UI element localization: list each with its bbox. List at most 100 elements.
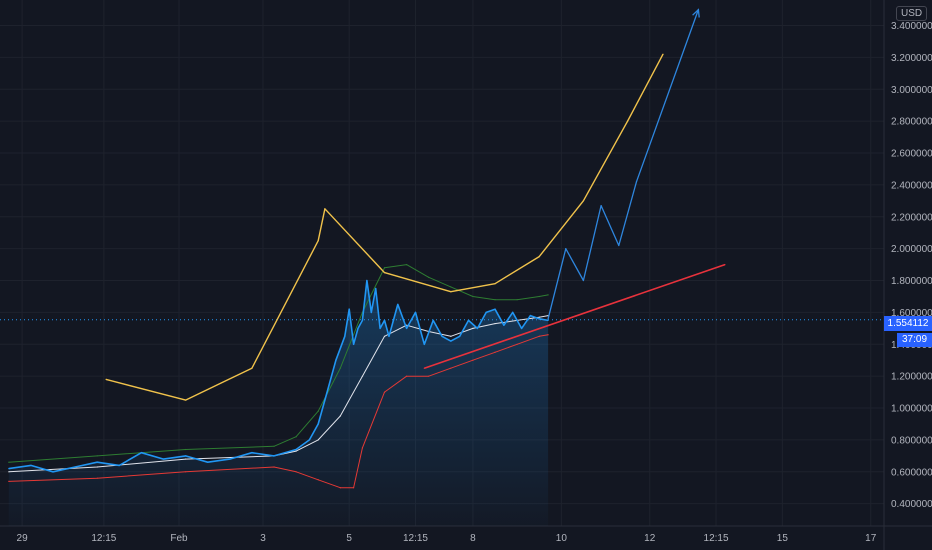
upper-band-point	[494, 299, 496, 301]
y-tick-label: 0.400000	[891, 499, 932, 510]
x-tick-label: 3	[260, 533, 266, 544]
y-tick-label: 2.600000	[891, 149, 932, 160]
price-area-fill	[8, 280, 549, 526]
upper-band-point	[8, 461, 10, 463]
price-point	[485, 311, 487, 314]
cup-curve-point	[662, 53, 664, 55]
price-point	[441, 335, 443, 337]
lower-band-point	[383, 391, 386, 393]
cup-curve-point	[494, 283, 496, 285]
lower-band-point	[8, 480, 10, 482]
y-tick-label: 2.200000	[891, 212, 932, 223]
basis-point	[538, 316, 540, 318]
lower-band-point	[450, 367, 452, 369]
upper-band-point	[317, 410, 319, 412]
upper-band-point	[472, 295, 474, 298]
basis-point	[450, 335, 452, 337]
projection-point	[582, 279, 585, 282]
price-point	[494, 308, 496, 310]
projection-point	[565, 248, 567, 250]
upper-band-point	[516, 299, 518, 301]
price-point	[185, 455, 187, 457]
y-tick-label: 3.400000	[891, 21, 932, 32]
lower-band-line	[8, 334, 549, 489]
lower-band-point	[295, 471, 297, 473]
price-point	[388, 335, 390, 337]
upper-band-point	[450, 286, 452, 288]
lower-band-point	[361, 447, 364, 449]
basis-point	[472, 327, 474, 329]
time-axis[interactable]: 29 12:15 Feb 3 5 12:15 8 10 12 12:15 15 17	[17, 533, 877, 544]
lower-band-point	[516, 343, 518, 345]
lower-band-point	[317, 479, 319, 481]
basis-point	[185, 458, 187, 460]
x-tick-label: 12:15	[91, 533, 116, 544]
upper-band-point	[428, 276, 430, 278]
cup-curve-point	[627, 120, 629, 122]
price-point	[317, 423, 319, 425]
lower-band-point	[406, 375, 408, 377]
cup-curve-point	[105, 378, 107, 380]
basis-point	[317, 439, 319, 441]
lower-band-point	[273, 466, 275, 468]
x-tick-label: 15	[777, 533, 789, 544]
y-tick-label: 1.200000	[891, 372, 932, 383]
price-point	[308, 439, 310, 441]
basis-point	[295, 450, 297, 452]
projection-point	[635, 181, 638, 183]
price-point	[361, 319, 364, 321]
trend-point	[423, 367, 425, 369]
price-point	[375, 287, 377, 290]
cup-curve-point	[450, 291, 452, 293]
price-point	[326, 391, 328, 393]
x-tick-label: 17	[865, 533, 877, 544]
price-point	[74, 466, 76, 468]
price-point	[229, 458, 231, 460]
price-point	[52, 471, 54, 473]
price-point	[383, 319, 386, 321]
upper-band-point	[383, 267, 386, 269]
x-tick-label: 10	[556, 533, 568, 544]
upper-band-point	[185, 448, 187, 451]
price-point	[344, 335, 346, 337]
price-point	[366, 279, 368, 282]
price-point	[467, 319, 470, 321]
price-area	[8, 280, 549, 526]
price-point	[432, 319, 434, 321]
y-tick-label: 2.800000	[891, 117, 932, 128]
projection-point	[600, 205, 602, 207]
price-point	[423, 343, 425, 345]
lower-band-point	[538, 335, 540, 337]
cup-curve-point	[324, 208, 326, 210]
cup-curve-point	[582, 200, 585, 202]
currency-badge[interactable]: USD	[896, 6, 928, 21]
upper-band-point	[547, 294, 549, 296]
projection-point	[618, 244, 620, 247]
price-point	[538, 318, 540, 320]
cup-curve-point	[251, 367, 253, 369]
x-tick-label: 12	[644, 533, 656, 544]
lower-band-point	[353, 487, 355, 489]
price-point	[162, 458, 165, 460]
price-point	[450, 340, 452, 342]
price-point	[370, 311, 372, 314]
x-tick-label: 12:15	[704, 533, 729, 544]
trend-point	[724, 263, 726, 266]
x-tick-label: 12:15	[403, 533, 428, 544]
cup-curve-point	[185, 399, 187, 401]
y-tick-label: 0.800000	[891, 435, 932, 446]
price-point	[8, 468, 10, 470]
y-tick-label: 3.200000	[891, 53, 932, 64]
price-point	[459, 335, 461, 337]
lower-band-point	[428, 375, 430, 377]
last-price-label: 1.554112	[884, 316, 932, 331]
price-point	[353, 343, 355, 345]
projection-arrowhead	[692, 8, 700, 18]
cup-curve-line	[105, 53, 664, 401]
basis-point	[8, 471, 10, 473]
x-tick-label: 29	[17, 533, 29, 544]
x-tick-label: 8	[470, 533, 476, 544]
y-tick-label: 3.000000	[891, 85, 932, 96]
